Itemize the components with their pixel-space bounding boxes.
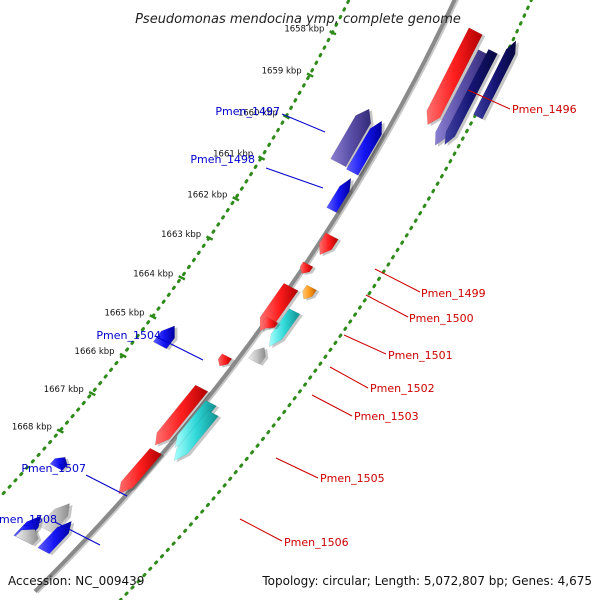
gene-leader-line xyxy=(265,167,324,189)
gene-feature-blue[interactable] xyxy=(346,120,382,176)
gene-feature-gray[interactable] xyxy=(38,503,70,534)
gene-label-pmen_1497[interactable]: Pmen_1497 xyxy=(215,105,280,118)
gene-label-pmen_1508[interactable]: Pmen_1508 xyxy=(0,513,57,526)
gene-label-pmen_1502[interactable]: Pmen_1502 xyxy=(370,382,435,395)
gene-label-pmen_1500[interactable]: Pmen_1500 xyxy=(409,312,474,325)
kbp-tick-label: 1666 kbp xyxy=(75,347,115,357)
kbp-tick-label: 1662 kbp xyxy=(187,190,227,200)
kbp-tick-label: 1658 kbp xyxy=(284,24,324,34)
gene-feature-red[interactable] xyxy=(217,353,233,367)
gene-leader-line xyxy=(154,335,204,361)
gene-label-pmen_1504[interactable]: Pmen_1504 xyxy=(96,329,161,342)
kbp-tick-label: 1668 kbp xyxy=(12,423,52,433)
gene-label-pmen_1498[interactable]: Pmen_1498 xyxy=(190,153,255,166)
gene-feature-navy[interactable] xyxy=(473,40,517,120)
gene-feature-gray[interactable] xyxy=(15,529,39,546)
backbone-shadow xyxy=(36,0,459,594)
kbp-tick-label: 1664 kbp xyxy=(133,269,173,279)
gene-feature-purple[interactable] xyxy=(330,108,372,168)
map-title: Pseudomonas mendocina ymp, complete geno… xyxy=(135,12,461,27)
kbp-tick xyxy=(88,390,96,397)
gene-feature-cyan[interactable] xyxy=(268,308,301,348)
gene-feature-navy[interactable] xyxy=(444,48,498,146)
kbp-tick xyxy=(232,196,240,202)
outer-dotted-ring xyxy=(0,0,351,500)
gene-label-pmen_1505[interactable]: Pmen_1505 xyxy=(320,472,385,485)
gene-feature-red[interactable] xyxy=(318,232,339,256)
kbp-tick xyxy=(119,352,127,359)
gene-leader-line xyxy=(343,334,387,355)
kbp-tick xyxy=(282,114,291,120)
accession-text: Accession: NC_009439 xyxy=(8,574,145,588)
gene-leader-line xyxy=(275,457,319,479)
gene-leader-line xyxy=(85,474,128,497)
gene-label-pmen_1496[interactable]: Pmen_1496 xyxy=(512,103,577,116)
gene-leader-line xyxy=(467,89,511,110)
kbp-tick xyxy=(257,155,266,161)
kbp-tick xyxy=(56,428,64,434)
gene-feature-gray[interactable] xyxy=(247,347,266,365)
gene-feature-cyan[interactable] xyxy=(173,410,219,462)
kbp-tick-label: 1660 kbp xyxy=(238,109,278,119)
gene-leader-line xyxy=(365,294,409,318)
kbp-tick xyxy=(329,30,337,36)
kbp-tick-label: 1659 kbp xyxy=(262,67,302,77)
kbp-tick-label: 1661 kbp xyxy=(213,150,253,160)
gene-leader-line xyxy=(239,518,283,542)
kbp-tick-label: 1663 kbp xyxy=(161,230,201,240)
gene-feature-red[interactable] xyxy=(154,384,209,446)
gene-feature-orange[interactable] xyxy=(302,284,317,300)
gene-leader-line xyxy=(281,113,326,133)
kbp-tick-label: 1667 kbp xyxy=(44,385,84,395)
gene-label-pmen_1506[interactable]: Pmen_1506 xyxy=(284,536,349,549)
kbp-tick xyxy=(149,314,157,320)
gene-label-pmen_1501[interactable]: Pmen_1501 xyxy=(388,349,453,362)
gene-feature-red[interactable] xyxy=(426,27,483,126)
gene-leader-line xyxy=(54,521,101,546)
gene-feature-red[interactable] xyxy=(262,316,279,329)
kbp-tick xyxy=(205,235,214,241)
gene-feature-blue[interactable] xyxy=(49,456,68,471)
genome-summary-text: Topology: circular; Length: 5,072,807 bp… xyxy=(262,574,592,588)
gene-leader-line xyxy=(329,366,369,389)
gene-label-pmen_1499[interactable]: Pmen_1499 xyxy=(421,287,486,300)
gene-feature-red[interactable] xyxy=(118,447,162,495)
gene-leader-line xyxy=(311,394,353,417)
gene-label-pmen_1507[interactable]: Pmen_1507 xyxy=(21,462,86,475)
kbp-tick-label: 1665 kbp xyxy=(104,309,144,319)
gene-feature-red[interactable] xyxy=(299,261,314,274)
gene-feature-blue[interactable] xyxy=(37,520,72,555)
kbp-tick xyxy=(178,275,186,281)
gene-leader-line xyxy=(374,268,421,293)
genome-backbone xyxy=(33,0,457,593)
gene-label-pmen_1503[interactable]: Pmen_1503 xyxy=(354,410,419,423)
kbp-tick xyxy=(306,72,314,78)
gene-feature-blue[interactable] xyxy=(326,177,352,213)
